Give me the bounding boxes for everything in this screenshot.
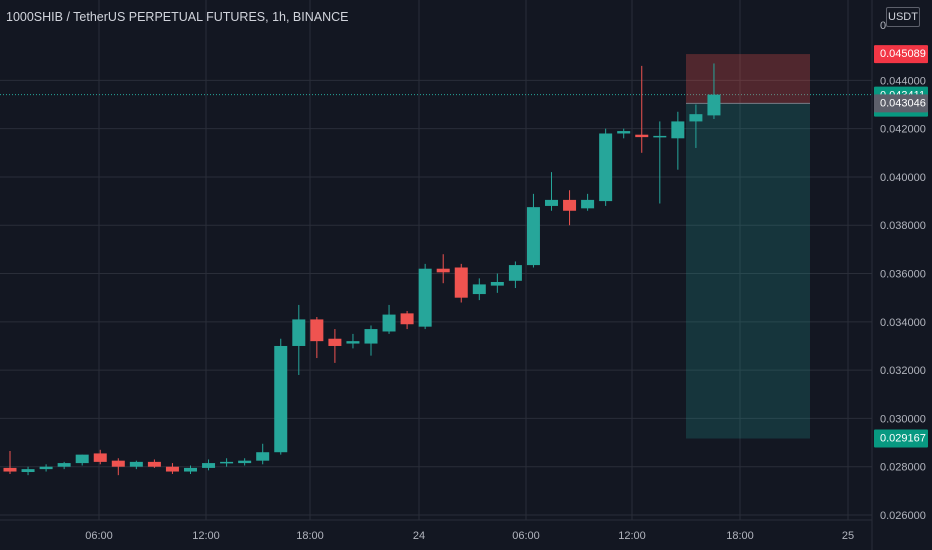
currency-selector[interactable]: USDT	[886, 7, 920, 27]
candle-body-up	[508, 265, 522, 281]
position-stop-zone	[686, 54, 810, 104]
candle-body-up	[382, 314, 396, 332]
price-tick-label: 0.044000	[880, 75, 926, 87]
candle-body-down	[310, 319, 324, 342]
candle-body-up	[220, 461, 234, 464]
candle-body-up	[418, 268, 432, 327]
time-tick-label: 18:00	[296, 530, 324, 542]
candle-body-up	[490, 281, 504, 286]
price-tick-label: 0.026000	[880, 510, 926, 522]
grid-layer	[0, 0, 872, 520]
time-tick-label: 06:00	[512, 530, 540, 542]
target-price-label-bg	[874, 429, 928, 448]
candle-body-up	[599, 133, 613, 202]
candles-layer	[3, 63, 721, 476]
price-tick-label: 0.034000	[880, 317, 926, 329]
candle-body-up	[202, 463, 216, 468]
target-price-label: 0.029167	[874, 429, 928, 448]
candle-body-up	[364, 329, 378, 344]
candle-body-down	[635, 134, 649, 138]
candle-body-up	[671, 121, 685, 139]
stop-price-label: 0.045089	[874, 45, 928, 64]
time-axis[interactable]: 06:00 12:00 18:00 24 06:00 12:00 18:00 25	[85, 530, 854, 542]
target-price-label-text: 0.029167	[880, 433, 926, 445]
price-tick-label: 0.030000	[880, 413, 926, 425]
entry-price-label-text: 0.043046	[880, 97, 926, 109]
candle-body-up	[184, 467, 197, 472]
price-axis[interactable]: 0.044000 0.042000 0.040000 0.038000 0.036000…	[880, 20, 926, 522]
candle-body-down	[3, 467, 17, 472]
candle-body-up	[581, 199, 595, 209]
time-tick-label: 12:00	[192, 530, 220, 542]
candle-body-down	[454, 267, 468, 298]
candle-body-up	[274, 345, 288, 453]
entry-price-label-bg	[874, 94, 928, 113]
candle-body-up	[256, 452, 270, 461]
candle-body-down	[147, 461, 161, 467]
candle-body-up	[526, 207, 540, 266]
candle-body-down	[93, 453, 107, 462]
candle-body-up	[238, 460, 252, 464]
price-tick-label: 0.028000	[880, 462, 926, 474]
candle-body-up	[617, 131, 631, 134]
candle-body-down	[400, 313, 414, 325]
price-tick-label: 0.042000	[880, 124, 926, 136]
price-tick-label: 0.040000	[880, 172, 926, 184]
time-tick-label: 18:00	[726, 530, 754, 542]
candle-body-up	[129, 461, 143, 467]
price-tick-label: 0.036000	[880, 269, 926, 281]
price-tick-label: 0.038000	[880, 220, 926, 232]
chart-title: 1000SHIB / TetherUS PERPETUAL FUTURES, 1…	[6, 10, 349, 24]
stop-price-label-text: 0.045089	[880, 48, 926, 60]
candle-body-up	[57, 463, 71, 467]
time-tick-label: 12:00	[618, 530, 646, 542]
stop-price-label-bg	[874, 45, 928, 64]
candle-body-down	[165, 466, 179, 472]
candle-body-down	[563, 199, 577, 211]
position-tool[interactable]	[686, 54, 810, 439]
candle-body-up	[346, 341, 360, 344]
price-tick-label: 0	[880, 20, 886, 32]
time-tick-label: 06:00	[85, 530, 113, 542]
candle-body-down	[111, 460, 125, 467]
entry-price-label: 0.043046	[874, 94, 928, 113]
time-tick-label: 25	[842, 530, 854, 542]
candle-body-up	[689, 114, 703, 122]
candle-body-up	[653, 135, 667, 138]
candle-body-down	[436, 268, 450, 273]
candle-body-up	[545, 199, 558, 206]
candle-body-up	[39, 466, 53, 470]
price-tick-label: 0.032000	[880, 365, 926, 377]
candle-body-up	[707, 94, 721, 116]
candle-body-down	[328, 338, 342, 346]
candle-body-up	[75, 454, 89, 464]
candle-body-up	[472, 284, 486, 295]
time-tick-label: 24	[413, 530, 425, 542]
candle-body-up	[292, 319, 306, 346]
position-target-zone	[686, 103, 810, 439]
candle-body-up	[21, 469, 35, 473]
